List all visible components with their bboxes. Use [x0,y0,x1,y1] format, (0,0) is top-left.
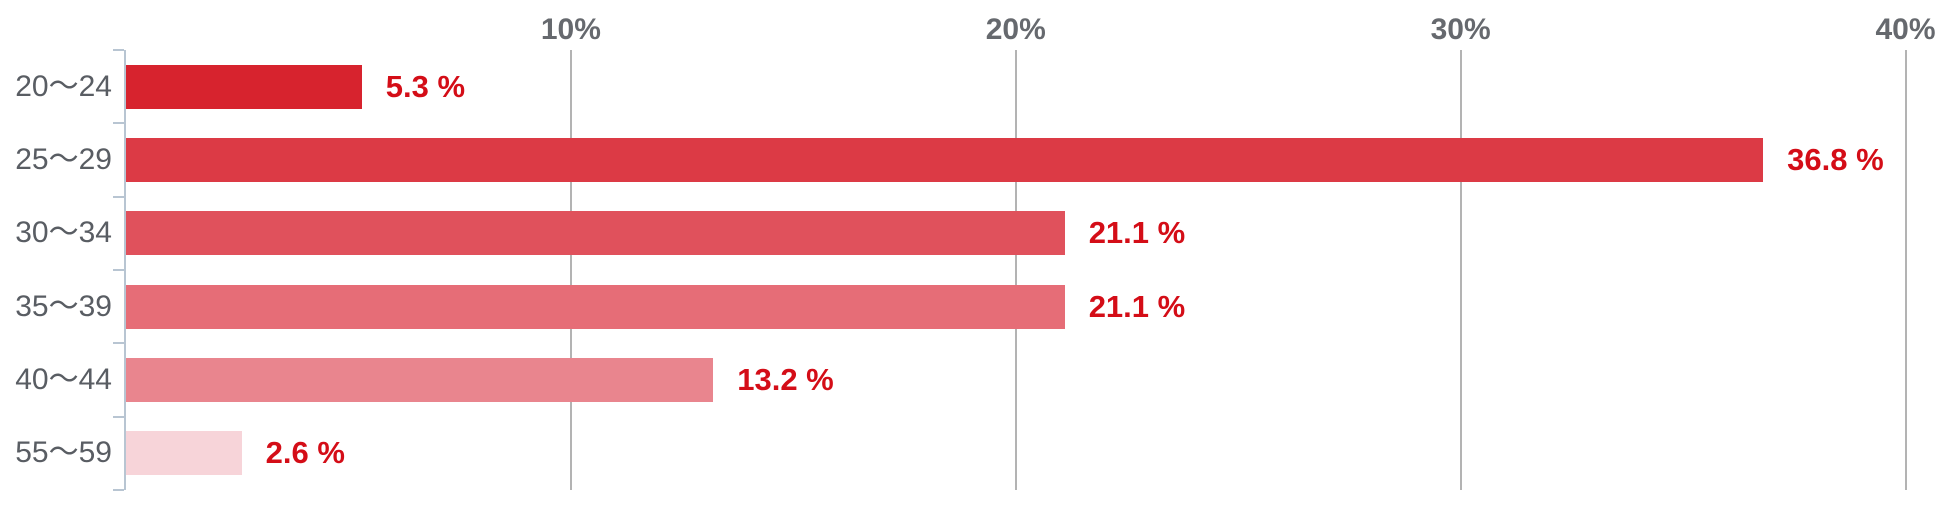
value-label: 5.3 % [385,68,466,104]
value-label: 21.1 % [1088,215,1186,251]
bar [126,64,362,109]
bar [126,138,1764,182]
x-tick-label: 40% [1875,13,1936,46]
y-axis-tick [113,122,124,125]
value-label: 2.6 % [265,435,345,471]
bar [126,358,714,402]
bar [126,284,1065,329]
category-label: 25〜29 [15,143,112,176]
x-tick-label: 20% [985,13,1046,46]
gridline [1459,50,1462,490]
gridline [1904,50,1907,490]
value-label: 36.8 % [1787,142,1884,177]
gridline [1014,50,1017,490]
y-axis-tick [113,489,124,491]
y-axis-line [124,50,126,490]
x-tick-label: 10% [540,13,601,46]
y-axis-tick [113,195,124,198]
category-label: 30〜34 [15,216,112,250]
x-tick-label: 30% [1430,13,1491,46]
bar [126,211,1065,256]
y-axis-tick [113,49,124,51]
value-label: 13.2 % [737,362,834,397]
y-axis-tick [113,415,124,418]
gridline [569,50,572,490]
category-label: 40〜44 [15,363,112,396]
category-label: 20〜24 [15,69,112,103]
category-label: 55〜59 [15,436,112,470]
value-label: 21.1 % [1088,288,1186,324]
y-axis-tick [113,269,124,271]
bar [126,431,242,476]
category-label: 35〜39 [15,289,112,323]
y-axis-tick [113,342,124,345]
